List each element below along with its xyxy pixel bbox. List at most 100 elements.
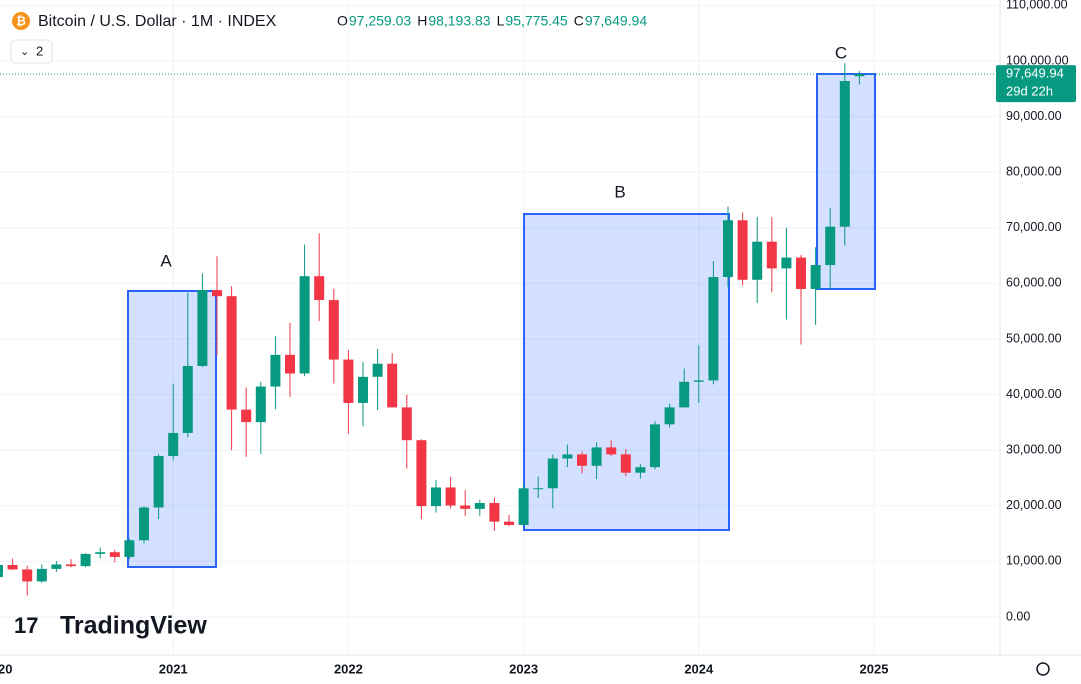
symbol-icon-glyph: ₿ [16, 14, 26, 28]
y-tick-label: 80,000.00 [1006, 164, 1062, 178]
candle-body [708, 277, 719, 381]
candle-body [460, 505, 471, 509]
candle-body [182, 365, 193, 433]
candle-body [416, 440, 427, 507]
countdown: 29d 22h [1006, 84, 1053, 99]
symbol-icon [12, 12, 30, 30]
candle-body [723, 220, 733, 278]
candle-body [679, 381, 690, 408]
x-tick-label: 2023 [509, 661, 538, 676]
candle-body [241, 409, 252, 423]
candle-body [562, 454, 573, 459]
candle-body [124, 540, 135, 557]
y-tick-label: 110,000.00 [1006, 0, 1068, 12]
y-tick-label: 10,000.00 [1006, 554, 1062, 568]
x-tick-label: 2025 [860, 661, 889, 676]
candle-body [36, 568, 47, 582]
candle-body [299, 276, 310, 374]
candle-body [854, 74, 865, 77]
chevron: ⌄ [20, 46, 29, 58]
x-tick-label: 2021 [159, 661, 188, 676]
y-tick-label: 20,000.00 [1006, 498, 1062, 512]
candle-body [431, 487, 441, 507]
candle-body [796, 257, 806, 289]
indicators-toggle[interactable] [10, 39, 53, 64]
candle-body [255, 386, 266, 423]
candle-body [153, 456, 164, 508]
annotation-label: A [160, 251, 172, 270]
ohlc-key: L [497, 13, 505, 29]
settings-icon[interactable] [1036, 662, 1050, 676]
y-tick-label: 40,000.00 [1006, 387, 1062, 401]
ohlc-key: H [417, 13, 427, 29]
ohlc-value: 97,649.94 [585, 13, 647, 29]
candle-body [606, 447, 617, 455]
y-tick-label: 50,000.00 [1006, 331, 1062, 345]
candle-body [533, 488, 544, 490]
candle-body [168, 432, 179, 457]
candle-body [518, 488, 529, 525]
candle-body [372, 363, 383, 377]
y-tick-label: 60,000.00 [1006, 276, 1062, 290]
ohlc-key: O [337, 13, 348, 29]
x-tick-label: 2024 [684, 661, 714, 676]
ohlc-value: 98,193.83 [428, 13, 490, 29]
candle-body [693, 380, 704, 382]
candle-body [474, 503, 485, 509]
candle-body [270, 354, 281, 387]
candle-body [650, 424, 660, 468]
y-tick-label: 90,000.00 [1006, 109, 1062, 123]
candle-body [591, 447, 602, 466]
candle-body [635, 467, 646, 473]
candle-body [387, 363, 398, 408]
annotation-box [523, 213, 730, 531]
candle-body [197, 290, 208, 366]
candle-body [577, 454, 587, 466]
candle-body [139, 507, 149, 541]
y-tick-label: 0.00 [1006, 609, 1030, 623]
candle-body [314, 276, 325, 301]
ohlc-value: 95,775.45 [505, 13, 567, 29]
y-tick-label: 70,000.00 [1006, 220, 1062, 234]
y-tick-label: 100,000.00 [1006, 53, 1069, 67]
candle-body [620, 454, 631, 473]
watermark: TradingView [60, 612, 207, 640]
candle-body [781, 257, 792, 269]
candle-body [839, 81, 850, 227]
annotation-label: B [614, 182, 625, 201]
candle-body [445, 487, 456, 506]
symbol-title: Bitcoin / U.S. Dollar · 1M · INDEX [38, 13, 277, 30]
candle-body [343, 359, 354, 403]
candle-body [212, 290, 222, 297]
last-price-badge [996, 65, 1076, 103]
annotation-label: C [835, 43, 847, 62]
candle-body [547, 458, 558, 489]
candle-body [358, 376, 368, 403]
candle-body [825, 226, 836, 266]
x-tick-label: 2022 [334, 661, 363, 676]
logo-mark: 17 [14, 613, 38, 638]
candle-body [328, 300, 339, 360]
y-tick-label: 30,000.00 [1006, 442, 1062, 456]
indicator-count: 2 [36, 43, 43, 58]
candle-body [80, 553, 91, 567]
candle-body [22, 569, 33, 582]
candle-body [226, 296, 237, 410]
candle-body [51, 564, 62, 569]
candle-body [109, 552, 120, 557]
candle-body [0, 565, 3, 577]
candle-body [95, 552, 106, 554]
last-price-label: 97,649.94 [1006, 66, 1064, 81]
candle-body [489, 503, 500, 522]
candle-body [810, 265, 821, 289]
candle-body [401, 407, 412, 441]
candle-body [504, 521, 514, 525]
ohlc-key: C [574, 13, 584, 29]
candle-body [737, 220, 748, 280]
candle-body [66, 564, 76, 567]
candle-body [7, 565, 18, 570]
ohlc-value: 97,259.03 [349, 13, 411, 29]
